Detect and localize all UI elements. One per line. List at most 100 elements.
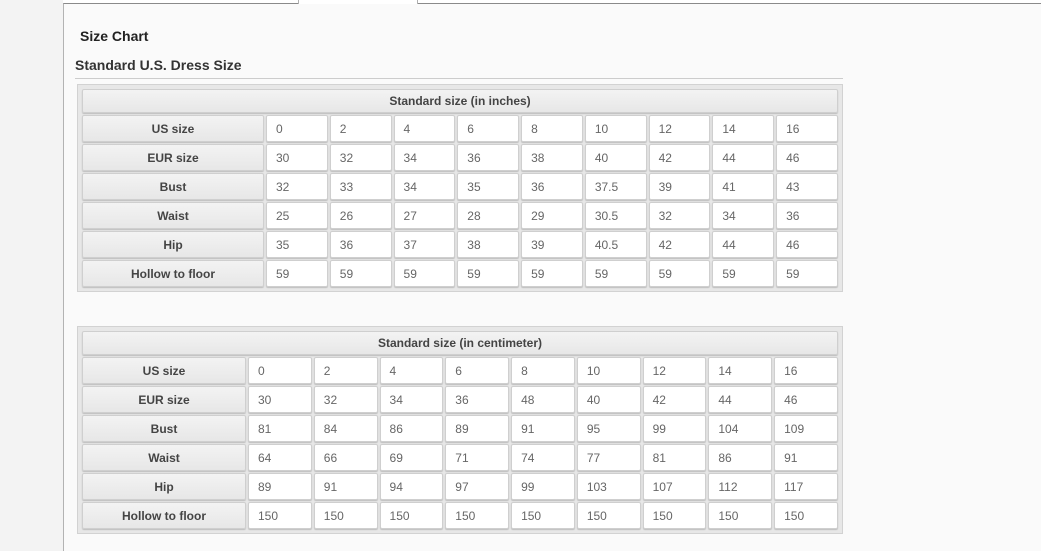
value-cell: 150 — [248, 502, 312, 529]
table-row: EUR size 30 32 34 36 38 40 42 44 46 — [82, 144, 838, 171]
value-cell: 81 — [248, 415, 312, 442]
value-cell: 36 — [445, 386, 510, 413]
row-label-cell: Hollow to floor — [82, 502, 246, 529]
value-cell: 103 — [576, 473, 641, 500]
value-cell: 42 — [642, 386, 707, 413]
value-cell: 33 — [329, 173, 392, 200]
value-cell: 59 — [393, 260, 456, 287]
value-cell: 150 — [642, 502, 707, 529]
value-cell: 25 — [266, 202, 328, 229]
value-cell: 97 — [445, 473, 510, 500]
value-cell: 95 — [576, 415, 641, 442]
value-cell: 27 — [393, 202, 456, 229]
value-cell: 6 — [457, 115, 520, 142]
value-cell: 36 — [329, 231, 392, 258]
row-label-cell: Bust — [82, 173, 264, 200]
value-cell: 150 — [576, 502, 641, 529]
value-cell: 34 — [393, 144, 456, 171]
value-cell: 89 — [445, 415, 510, 442]
table-row: EUR size 30 32 34 36 48 40 42 44 46 — [82, 386, 838, 413]
value-cell: 43 — [776, 173, 838, 200]
value-cell: 32 — [329, 144, 392, 171]
value-cell: 59 — [457, 260, 520, 287]
value-cell: 4 — [393, 115, 456, 142]
value-cell: 91 — [774, 444, 838, 471]
value-cell: 64 — [248, 444, 312, 471]
value-cell: 59 — [648, 260, 711, 287]
value-cell: 32 — [266, 173, 328, 200]
size-table-inches: Standard size (in inches) US size 0 2 4 6 8 10 1… — [77, 84, 843, 292]
value-cell: 12 — [648, 115, 711, 142]
value-cell: 4 — [379, 357, 444, 384]
value-cell: 59 — [712, 260, 775, 287]
value-cell: 66 — [313, 444, 378, 471]
value-cell: 41 — [712, 173, 775, 200]
row-label-cell: EUR size — [82, 386, 246, 413]
value-cell: 37 — [393, 231, 456, 258]
value-cell: 0 — [248, 357, 312, 384]
content-panel: Size Chart Standard U.S. Dress Size Stan… — [63, 3, 1041, 551]
row-label-cell: US size — [82, 357, 246, 384]
value-cell: 36 — [776, 202, 838, 229]
value-cell: 84 — [313, 415, 378, 442]
row-label-cell: Bust — [82, 415, 246, 442]
value-cell: 46 — [776, 231, 838, 258]
value-cell: 10 — [584, 115, 647, 142]
value-cell: 38 — [521, 144, 583, 171]
value-cell: 35 — [457, 173, 520, 200]
value-cell: 30.5 — [584, 202, 647, 229]
table-caption: Standard size (in centimeter) — [82, 331, 838, 355]
value-cell: 150 — [774, 502, 838, 529]
value-cell: 46 — [774, 386, 838, 413]
table-caption: Standard size (in inches) — [82, 89, 838, 113]
row-label-cell: Hip — [82, 473, 246, 500]
section-heading: Standard U.S. Dress Size — [75, 57, 843, 79]
row-label-cell: Hip — [82, 231, 264, 258]
value-cell: 86 — [708, 444, 773, 471]
table-row: Hollow to floor 150 150 150 150 150 150 150 150 1… — [82, 502, 838, 529]
row-label-cell: Waist — [82, 444, 246, 471]
value-cell: 39 — [521, 231, 583, 258]
value-cell: 34 — [379, 386, 444, 413]
value-cell: 59 — [776, 260, 838, 287]
value-cell: 30 — [248, 386, 312, 413]
value-cell: 69 — [379, 444, 444, 471]
size-table-centimeter: Standard size (in centimeter) US size 0 2 4 6… — [77, 326, 843, 534]
value-cell: 86 — [379, 415, 444, 442]
table-row: Hollow to floor 59 59 59 59 59 59 59 59 59 — [82, 260, 838, 287]
value-cell: 36 — [457, 144, 520, 171]
value-cell: 34 — [393, 173, 456, 200]
value-cell: 77 — [576, 444, 641, 471]
table-row: US size 0 2 4 6 8 10 12 14 16 — [82, 115, 838, 142]
value-cell: 34 — [712, 202, 775, 229]
value-cell: 117 — [774, 473, 838, 500]
value-cell: 8 — [521, 115, 583, 142]
value-cell: 30 — [266, 144, 328, 171]
table-row: Hip 35 36 37 38 39 40.5 42 44 46 — [82, 231, 838, 258]
value-cell: 150 — [445, 502, 510, 529]
value-cell: 104 — [708, 415, 773, 442]
page-left-gutter — [0, 0, 63, 551]
value-cell: 89 — [248, 473, 312, 500]
value-cell: 29 — [521, 202, 583, 229]
value-cell: 112 — [708, 473, 773, 500]
value-cell: 16 — [776, 115, 838, 142]
value-cell: 40.5 — [584, 231, 647, 258]
value-cell: 26 — [329, 202, 392, 229]
table-caption-row: Standard size (in inches) — [82, 89, 838, 113]
value-cell: 71 — [445, 444, 510, 471]
table-row: US size 0 2 4 6 8 10 12 14 16 — [82, 357, 838, 384]
value-cell: 2 — [313, 357, 378, 384]
row-label-cell: Waist — [82, 202, 264, 229]
value-cell: 44 — [708, 386, 773, 413]
value-cell: 44 — [712, 144, 775, 171]
active-tab-stub[interactable] — [298, 0, 418, 4]
value-cell: 36 — [521, 173, 583, 200]
value-cell: 14 — [708, 357, 773, 384]
value-cell: 37.5 — [584, 173, 647, 200]
value-cell: 32 — [313, 386, 378, 413]
value-cell: 150 — [511, 502, 575, 529]
value-cell: 42 — [648, 144, 711, 171]
value-cell: 39 — [648, 173, 711, 200]
value-cell: 10 — [576, 357, 641, 384]
